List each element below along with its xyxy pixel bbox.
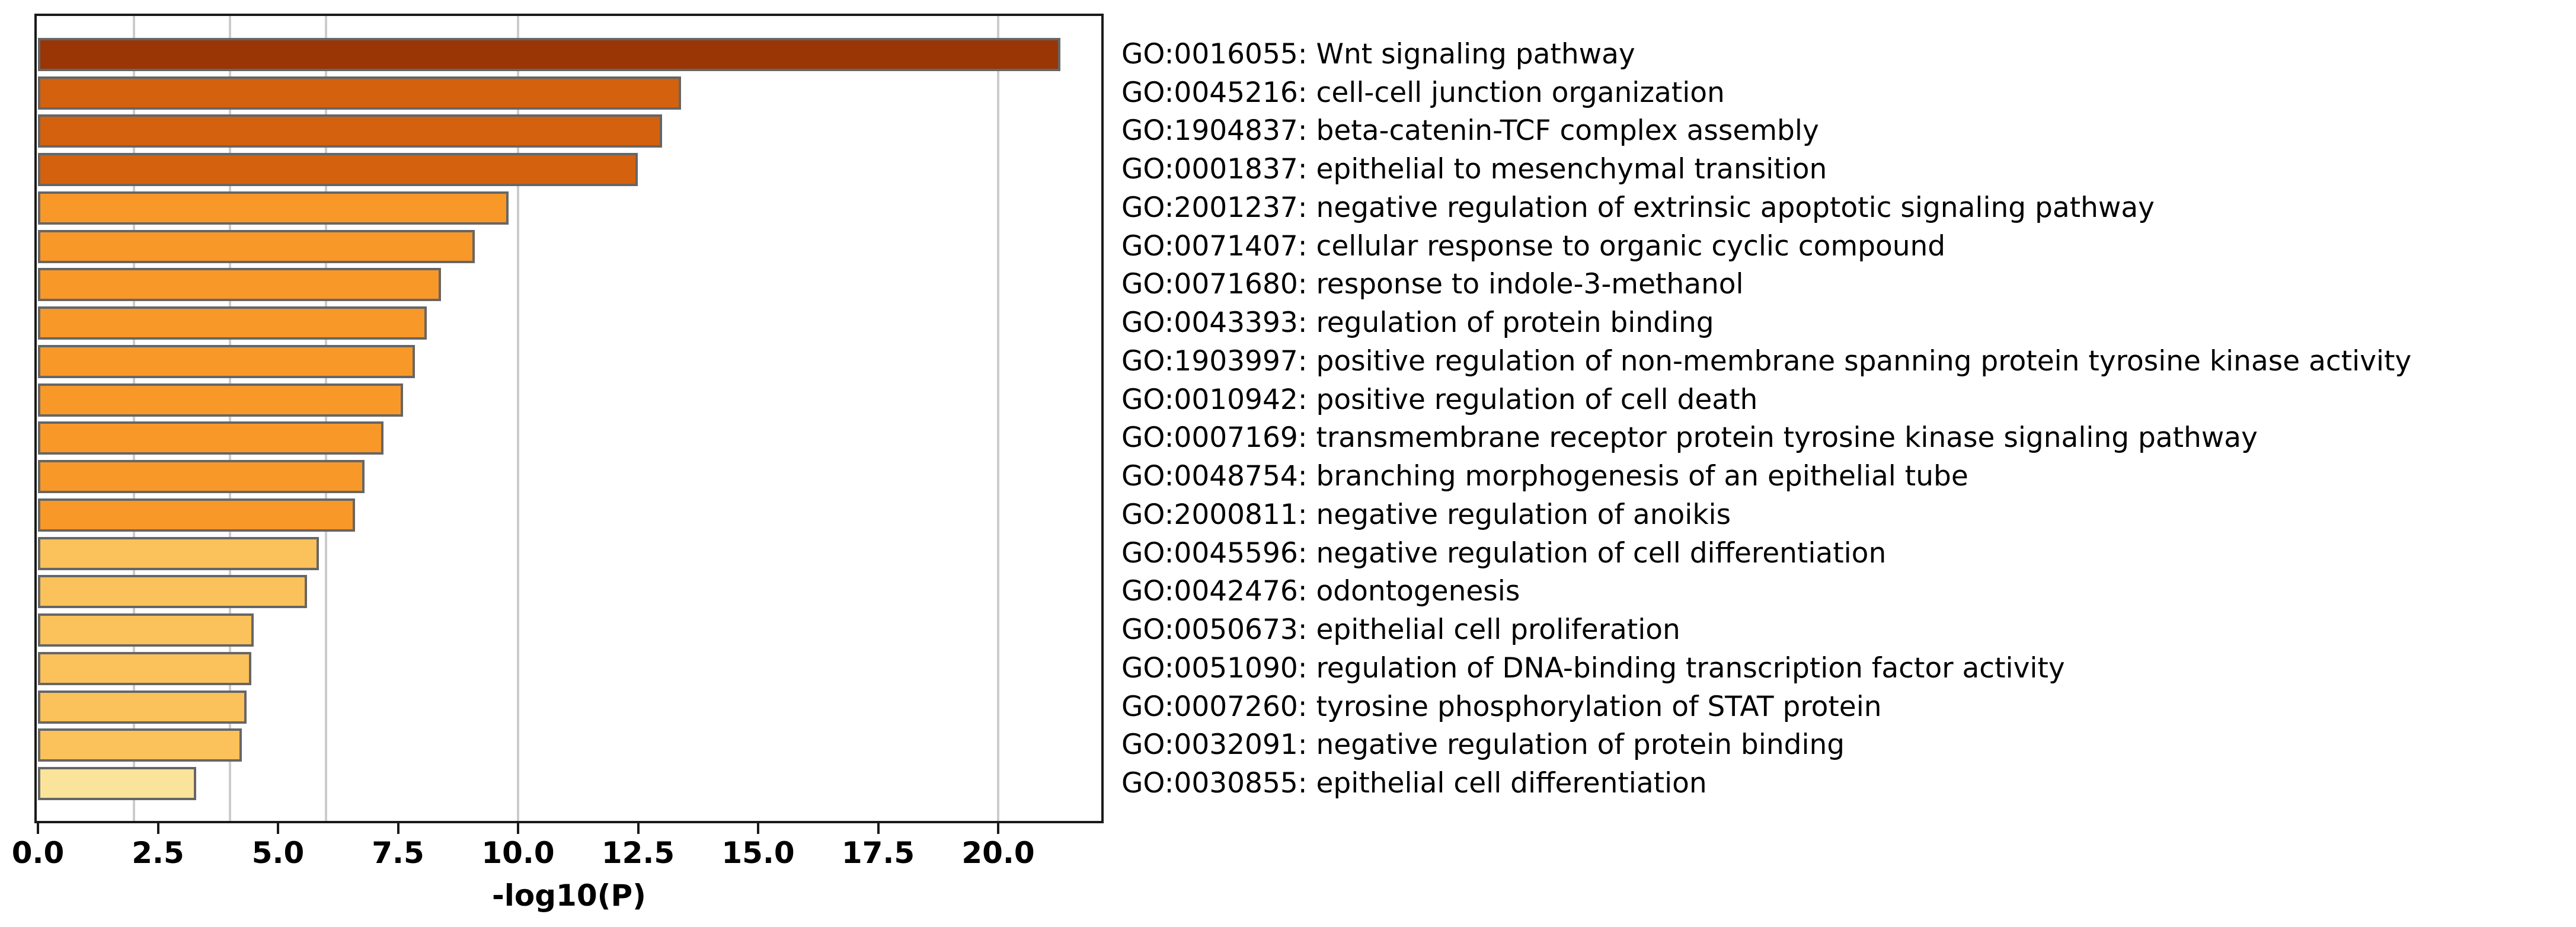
bar-GO-0016055 — [38, 38, 1061, 71]
go-term-label: GO:0045216: cell-cell junction organizat… — [1121, 76, 1725, 109]
gridline-10 — [517, 16, 519, 821]
bar-GO-0010942 — [38, 383, 403, 417]
x-tick-label-17.5: 17.5 — [841, 836, 915, 870]
x-tick-label-12.5: 12.5 — [601, 836, 675, 870]
gridline-20 — [997, 16, 999, 821]
bar-GO-1904837 — [38, 114, 662, 148]
bar-GO-2001237 — [38, 191, 509, 225]
bar-GO-0042476 — [38, 575, 307, 609]
go-term-label: GO:0007169: transmembrane receptor prote… — [1121, 421, 2258, 455]
go-term-label: GO:0071680: response to indole-3-methano… — [1121, 268, 1744, 301]
bar-GO-0048754 — [38, 460, 365, 494]
bar-GO-0050673 — [38, 613, 254, 647]
go-term-label: GO:0043393: regulation of protein bindin… — [1121, 306, 1714, 340]
gridline-2 — [133, 16, 135, 821]
x-axis-label: -log10(P) — [492, 878, 646, 913]
x-tick-label-15.0: 15.0 — [721, 836, 795, 870]
x-tick-label-20.0: 20.0 — [961, 836, 1035, 870]
x-tick-mark-7.5 — [397, 823, 399, 834]
go-term-label: GO:0016055: Wnt signaling pathway — [1121, 38, 1635, 71]
gridline-6 — [325, 16, 327, 821]
x-tick-mark-10.0 — [517, 823, 519, 834]
bar-GO-0007260 — [38, 690, 247, 724]
x-tick-mark-12.5 — [637, 823, 640, 834]
bar-GO-1903997 — [38, 344, 415, 378]
bar-GO-0032091 — [38, 728, 242, 762]
bar-GO-0045596 — [38, 536, 319, 570]
go-term-label: GO:1904837: beta-catenin-TCF complex ass… — [1121, 114, 1819, 148]
go-term-label: GO:2001237: negative regulation of extri… — [1121, 191, 2155, 225]
x-tick-mark-15.0 — [757, 823, 759, 834]
x-tick-label-0.0: 0.0 — [11, 836, 65, 870]
bar-GO-0043393 — [38, 306, 427, 340]
bar-GO-0001837 — [38, 153, 638, 187]
go-term-label: GO:0032091: negative regulation of prote… — [1121, 728, 1845, 762]
bar-GO-0030855 — [38, 767, 197, 801]
x-tick-label-7.5: 7.5 — [372, 836, 424, 870]
go-term-label: GO:0071407: cellular response to organic… — [1121, 229, 1946, 263]
bar-GO-0071680 — [38, 268, 442, 302]
bar-GO-0071407 — [38, 229, 475, 263]
x-tick-mark-0.0 — [37, 823, 39, 834]
bar-GO-2000811 — [38, 498, 355, 532]
bar-GO-0007169 — [38, 421, 384, 455]
plot-area — [34, 14, 1104, 823]
x-tick-mark-2.5 — [156, 823, 159, 834]
go-term-label: GO:0010942: positive regulation of cell … — [1121, 383, 1758, 416]
go-term-label: GO:1903997: positive regulation of non-m… — [1121, 345, 2412, 378]
go-term-label: GO:0050673: epithelial cell proliferatio… — [1121, 613, 1680, 647]
go-term-label: GO:0007260: tyrosine phosphorylation of … — [1121, 690, 1882, 723]
go-term-label: GO:0042476: odontogenesis — [1121, 575, 1520, 608]
go-term-label: GO:0001837: epithelial to mesenchymal tr… — [1121, 153, 1827, 186]
go-term-label: GO:2000811: negative regulation of anoik… — [1121, 498, 1731, 532]
x-tick-label-5.0: 5.0 — [251, 836, 305, 870]
x-tick-label-10.0: 10.0 — [481, 836, 555, 870]
x-tick-mark-17.5 — [877, 823, 880, 834]
bar-GO-0045216 — [38, 76, 682, 110]
gridline-4 — [229, 16, 231, 821]
go-term-label: GO:0048754: branching morphogenesis of a… — [1121, 460, 1968, 493]
x-tick-mark-5.0 — [277, 823, 279, 834]
go-term-label: GO:0045596: negative regulation of cell … — [1121, 536, 1887, 570]
x-tick-mark-20.0 — [997, 823, 999, 834]
go-term-label: GO:0030855: epithelial cell differentiat… — [1121, 767, 1707, 800]
bar-GO-0051090 — [38, 651, 252, 685]
x-tick-label-2.5: 2.5 — [132, 836, 184, 870]
go-term-label: GO:0051090: regulation of DNA-binding tr… — [1121, 651, 2065, 685]
